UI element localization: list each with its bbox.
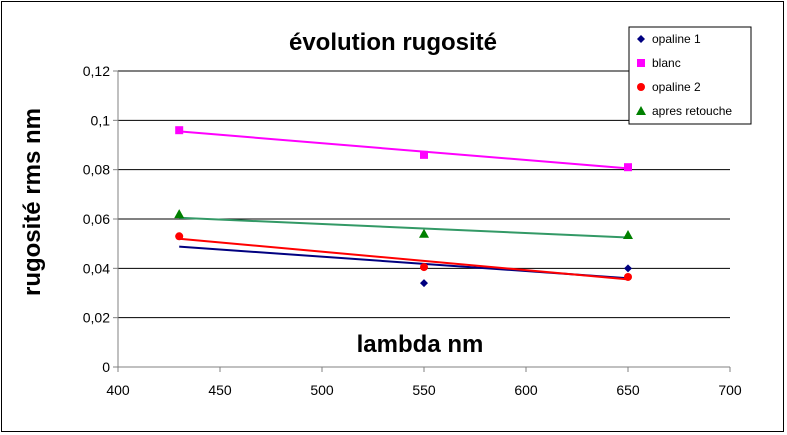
x-tick-label-3: 550 xyxy=(412,382,436,398)
x-axis-title: lambda nm xyxy=(357,331,484,358)
legend-marker-opaline-1 xyxy=(637,35,645,43)
point-apres-retouche-0 xyxy=(174,209,185,219)
x-tick-label-2: 500 xyxy=(310,382,334,398)
point-blanc-2 xyxy=(624,163,632,172)
trendline-layer xyxy=(179,130,629,281)
y-tick-label-5: 0,1 xyxy=(91,112,111,128)
legend-marker-apres-retouche xyxy=(636,106,646,115)
legend-label-opaline-1: opaline 1 xyxy=(652,32,701,46)
trendline-apres-retouche xyxy=(179,216,629,239)
marker-layer xyxy=(174,126,633,288)
x-tick-label-1: 450 xyxy=(208,382,232,398)
legend-label-opaline-2: opaline 2 xyxy=(652,80,701,94)
legend-label-apres-retouche: apres retouche xyxy=(652,104,732,118)
point-opaline-2-1 xyxy=(420,263,428,272)
y-tick-label-6: 0,12 xyxy=(83,63,110,79)
point-opaline-1-2 xyxy=(624,264,632,273)
trendline-blanc xyxy=(179,130,629,170)
axis-layer: 0 0,02 0,04 0,06 0,08 0,1 0,12 400 450 500 550 600 6… xyxy=(83,63,742,398)
point-opaline-2-2 xyxy=(624,272,632,281)
legend-marker-blanc xyxy=(637,59,645,67)
point-blanc-0 xyxy=(175,126,184,135)
legend: opaline 1 blanc opaline 2 apres retouche xyxy=(628,26,752,125)
x-tick-label-0: 400 xyxy=(106,382,130,398)
legend-box xyxy=(628,26,752,125)
point-opaline-1-1 xyxy=(420,279,428,288)
legend-label-blanc: blanc xyxy=(652,56,681,70)
x-tick-label-6: 700 xyxy=(718,382,742,398)
legend-marker-opaline-2 xyxy=(637,83,645,91)
y-tick-label-2: 0,04 xyxy=(83,260,110,276)
y-tick-label-3: 0,06 xyxy=(83,211,110,227)
y-tick-label-4: 0,08 xyxy=(83,162,110,178)
y-axis-title: rugosité rms nm xyxy=(19,108,46,296)
point-apres-retouche-1 xyxy=(419,228,429,238)
y-tick-label-1: 0,02 xyxy=(83,310,110,326)
point-opaline-2-0 xyxy=(175,232,184,241)
x-tick-label-5: 650 xyxy=(616,382,640,398)
y-tick-label-0: 0 xyxy=(102,359,110,375)
x-tick-label-4: 600 xyxy=(514,382,538,398)
chart-title: évolution rugosité xyxy=(289,29,497,56)
trendline-opaline-2 xyxy=(179,237,629,281)
point-blanc-1 xyxy=(420,150,428,159)
point-apres-retouche-2 xyxy=(623,230,633,240)
